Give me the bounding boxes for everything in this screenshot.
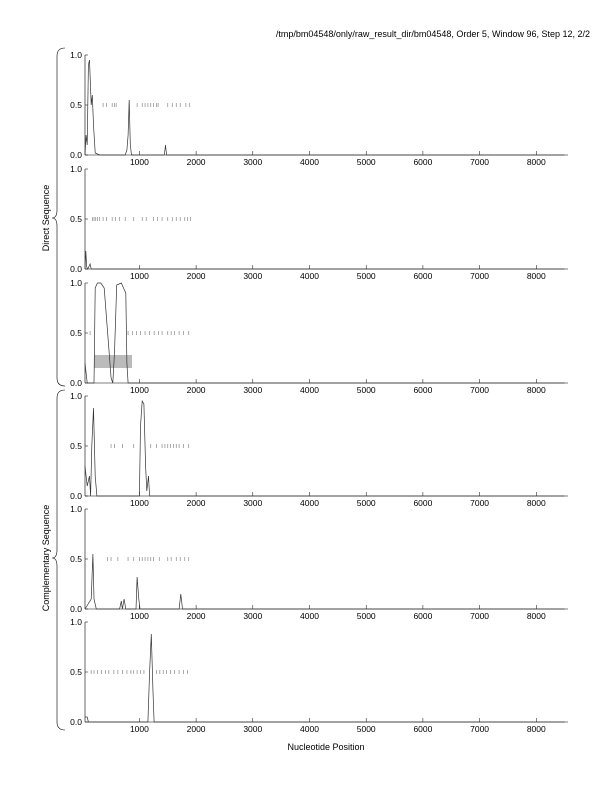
series-line — [84, 399, 565, 497]
y-tick-label: 1.0 — [70, 504, 82, 514]
x-tick-label: 6000 — [413, 724, 432, 734]
x-tick-label: 7000 — [470, 271, 489, 281]
y-tick-label: 0.0 — [70, 604, 82, 614]
group-label-direct: Direct Sequence — [41, 185, 51, 252]
panel-1: 0.0 0.5 1.0 1000 2000 3000 4000 5000 6000 7000 800… — [70, 50, 568, 167]
x-tick-label: 8000 — [527, 611, 546, 621]
x-tick-label: 2000 — [187, 385, 206, 395]
x-tick-label: 4000 — [300, 385, 319, 395]
panel-6: 0.0 0.5 1.0 1000 2000 3000 4000 5000 6000 7000 800… — [70, 617, 568, 734]
x-tick-label: 3000 — [243, 157, 262, 167]
highlight-band — [94, 355, 133, 368]
x-axis-label: Nucleotide Position — [287, 742, 364, 752]
x-tick-label: 5000 — [357, 498, 376, 508]
x-tick-label: 1000 — [130, 157, 149, 167]
series-line — [84, 250, 565, 270]
x-tick-label: 3000 — [243, 611, 262, 621]
x-tick-label: 3000 — [243, 385, 262, 395]
x-tick-label: 1000 — [130, 498, 149, 508]
y-tick-label: 0.5 — [70, 554, 82, 564]
y-tick-label: 0.0 — [70, 150, 82, 160]
panel-5: 0.0 0.5 1.0 1000 2000 3000 4000 5000 6000 7000 800… — [70, 504, 568, 621]
x-tick-label: 4000 — [300, 498, 319, 508]
x-tick-label: 6000 — [413, 611, 432, 621]
x-tick-label: 5000 — [357, 157, 376, 167]
x-tick-label: 2000 — [187, 611, 206, 621]
panel-4: 0.0 0.5 1.0 1000 2000 3000 4000 5000 6000 7000 800… — [70, 391, 568, 508]
x-tick-label: 4000 — [300, 157, 319, 167]
y-tick-label: 1.0 — [70, 164, 82, 174]
x-tick-label: 6000 — [413, 385, 432, 395]
panel-2: 0.0 0.5 1.0 1000 2000 3000 4000 5000 6000 7000 800… — [70, 164, 568, 281]
x-tick-label: 7000 — [470, 611, 489, 621]
y-tick-label: 0.5 — [70, 441, 82, 451]
group-label-complementary: Complementary Sequence — [41, 505, 51, 612]
series-line — [84, 59, 565, 156]
brace-complementary — [51, 389, 66, 731]
x-tick-label: 5000 — [357, 724, 376, 734]
x-tick-label: 6000 — [413, 498, 432, 508]
y-tick-label: 0.5 — [70, 100, 82, 110]
y-tick-label: 0.0 — [70, 264, 82, 274]
x-tick-label: 2000 — [187, 157, 206, 167]
x-tick-label: 5000 — [357, 611, 376, 621]
x-tick-label: 6000 — [413, 157, 432, 167]
x-tick-label: 5000 — [357, 271, 376, 281]
x-tick-label: 8000 — [527, 498, 546, 508]
x-tick-label: 3000 — [243, 498, 262, 508]
x-tick-label: 4000 — [300, 724, 319, 734]
x-tick-label: 4000 — [300, 611, 319, 621]
x-tick-label: 2000 — [187, 271, 206, 281]
x-tick-label: 3000 — [243, 724, 262, 734]
x-tick-label: 4000 — [300, 271, 319, 281]
x-tick-label: 7000 — [470, 498, 489, 508]
x-tick-label: 1000 — [130, 611, 149, 621]
series-line — [84, 553, 565, 610]
y-tick-label: 0.5 — [70, 214, 82, 224]
x-tick-label: 5000 — [357, 385, 376, 395]
x-tick-label: 2000 — [187, 498, 206, 508]
x-tick-label: 7000 — [470, 724, 489, 734]
y-tick-label: 0.0 — [70, 378, 82, 388]
y-tick-label: 1.0 — [70, 617, 82, 627]
x-tick-label: 3000 — [243, 271, 262, 281]
series-line — [84, 282, 565, 384]
brace-direct — [51, 47, 66, 387]
x-tick-label: 1000 — [130, 724, 149, 734]
x-tick-label: 7000 — [470, 157, 489, 167]
y-tick-label: 0.5 — [70, 328, 82, 338]
x-tick-label: 6000 — [413, 271, 432, 281]
chart-title: /tmp/bm04548/only/raw_result_dir/bm04548… — [276, 29, 590, 39]
series-line — [85, 633, 565, 723]
y-tick-label: 0.0 — [70, 717, 82, 727]
x-tick-label: 2000 — [187, 724, 206, 734]
x-tick-label: 7000 — [470, 385, 489, 395]
x-tick-label: 1000 — [130, 271, 149, 281]
y-tick-label: 0.5 — [70, 667, 82, 677]
y-tick-label: 1.0 — [70, 278, 82, 288]
y-tick-label: 1.0 — [70, 50, 82, 60]
x-tick-label: 8000 — [527, 271, 546, 281]
x-tick-label: 1000 — [130, 385, 149, 395]
panel-3: 0.0 0.5 1.0 1000 2000 3000 4000 5000 6000 7000 800… — [70, 278, 568, 395]
y-tick-label: 1.0 — [70, 391, 82, 401]
x-tick-label: 8000 — [527, 724, 546, 734]
x-tick-label: 8000 — [527, 385, 546, 395]
x-tick-label: 8000 — [527, 157, 546, 167]
y-tick-label: 0.0 — [70, 491, 82, 501]
